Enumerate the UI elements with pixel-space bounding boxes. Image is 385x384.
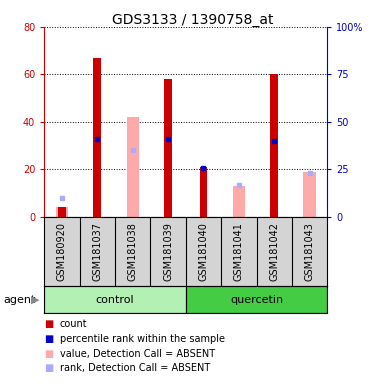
Bar bbox=[127, 117, 139, 217]
Text: ▶: ▶ bbox=[31, 295, 40, 305]
Text: control: control bbox=[96, 295, 134, 305]
Text: agent: agent bbox=[4, 295, 36, 305]
Text: GSM181041: GSM181041 bbox=[234, 222, 244, 281]
Text: GDS3133 / 1390758_at: GDS3133 / 1390758_at bbox=[112, 13, 273, 27]
Bar bbox=[44, 286, 186, 313]
Text: value, Detection Call = ABSENT: value, Detection Call = ABSENT bbox=[60, 349, 215, 359]
Text: ■: ■ bbox=[44, 319, 54, 329]
Text: GSM181038: GSM181038 bbox=[128, 222, 138, 281]
Text: ■: ■ bbox=[44, 349, 54, 359]
Text: count: count bbox=[60, 319, 87, 329]
Text: ■: ■ bbox=[44, 363, 54, 373]
Bar bbox=[58, 207, 66, 217]
Bar bbox=[186, 286, 327, 313]
Text: GSM181043: GSM181043 bbox=[305, 222, 315, 281]
Bar bbox=[270, 74, 278, 217]
Bar bbox=[199, 167, 208, 217]
Text: percentile rank within the sample: percentile rank within the sample bbox=[60, 334, 225, 344]
Bar bbox=[164, 79, 172, 217]
Bar bbox=[94, 58, 101, 217]
Text: rank, Detection Call = ABSENT: rank, Detection Call = ABSENT bbox=[60, 363, 210, 373]
Text: GSM181039: GSM181039 bbox=[163, 222, 173, 281]
Text: quercetin: quercetin bbox=[230, 295, 283, 305]
Bar bbox=[56, 207, 68, 217]
Text: GSM181040: GSM181040 bbox=[198, 222, 208, 281]
Text: GSM181042: GSM181042 bbox=[269, 222, 279, 281]
Text: GSM181037: GSM181037 bbox=[92, 222, 102, 281]
Text: GSM180920: GSM180920 bbox=[57, 222, 67, 281]
Bar bbox=[233, 186, 245, 217]
Text: ■: ■ bbox=[44, 334, 54, 344]
Bar bbox=[303, 172, 316, 217]
